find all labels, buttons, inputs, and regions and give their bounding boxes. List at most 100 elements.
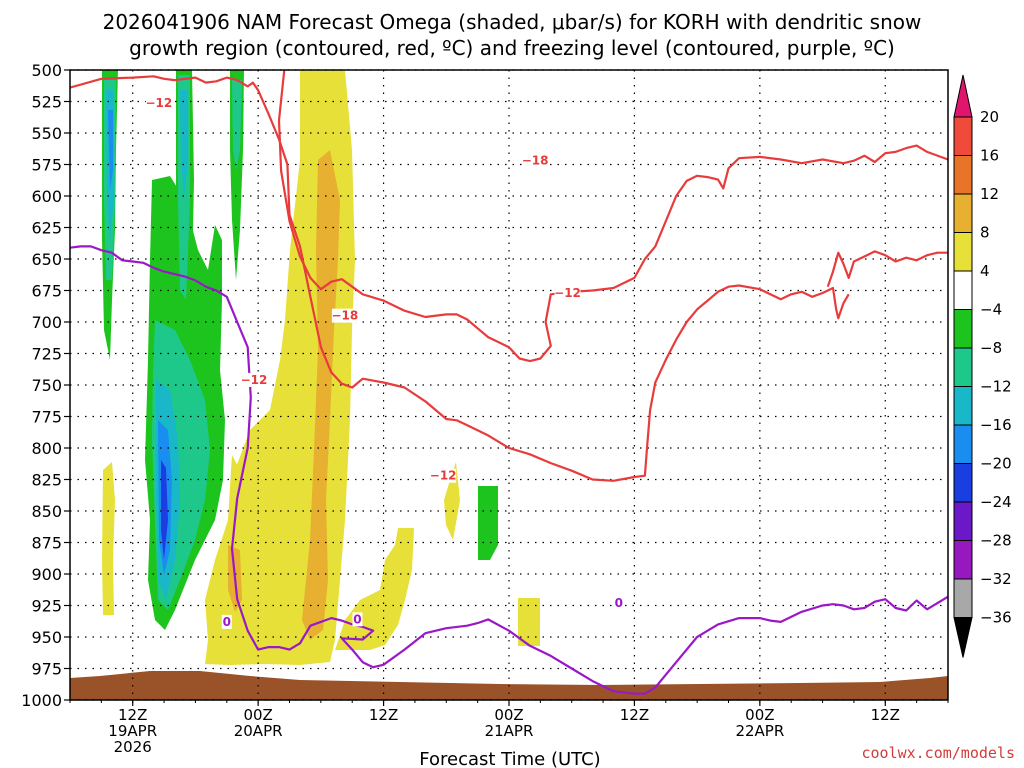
- colorbar-box: [953, 270, 973, 310]
- x-tick-label: 00Z: [494, 706, 523, 724]
- omega-shade-yellow-low: [335, 528, 414, 650]
- contour-label: 0: [615, 596, 623, 610]
- contour-labels: 0 0 0 −12 −12 −12 −12 −18 −18: [145, 95, 624, 629]
- colorbar-label: −28: [980, 532, 1012, 550]
- y-tick-label: 1000: [21, 691, 62, 710]
- contour-line: [826, 250, 948, 288]
- contour-label-bg: [430, 468, 457, 483]
- x-tick-label: 12Z: [871, 706, 900, 724]
- y-tick-label: 850: [31, 502, 62, 521]
- contour-label: −12: [145, 96, 172, 110]
- chart-title-line-2: growth region (contoured, red, ºC) and f…: [129, 36, 895, 60]
- y-axis: 500 525 550 575 600 625 650 675 700 725 750 775 800 8…: [21, 61, 70, 710]
- y-tick-label: 750: [31, 376, 62, 395]
- contour-label: 0: [353, 612, 361, 626]
- y-tick-label: 500: [31, 61, 62, 80]
- contour-label: −12: [241, 373, 268, 387]
- x-tick-label: 12Z: [118, 706, 147, 724]
- x-tick-label: 00Z: [745, 706, 774, 724]
- colorbar-box: [953, 424, 973, 464]
- omega-shading: [70, 70, 948, 700]
- x-axis-title: Forecast Time (UTC): [419, 749, 600, 768]
- y-tick-label: 525: [31, 93, 62, 112]
- y-tick-label: 550: [31, 124, 62, 143]
- omega-shade-yellow-block: [518, 598, 540, 646]
- x-tick-label: 2026: [114, 738, 152, 756]
- x-tick-label: 12Z: [369, 706, 398, 724]
- colorbar-box: [953, 386, 973, 426]
- colorbar-box: [953, 155, 973, 195]
- chart-title-line-1: 2026041906 NAM Forecast Omega (shaded, μ…: [103, 10, 922, 34]
- contour-label: 0: [223, 615, 231, 629]
- colorbar-box: [953, 116, 973, 156]
- colorbar-label: −20: [980, 455, 1012, 473]
- colorbar-label: −8: [980, 339, 1002, 357]
- colorbar-label: −12: [980, 378, 1012, 396]
- colorbar-box: [953, 193, 973, 233]
- omega-shade-cyan-column: [180, 90, 188, 200]
- colorbar-box: [953, 232, 973, 272]
- omega-shade-yellow-left: [102, 462, 115, 615]
- contour-label-bg: [522, 153, 549, 168]
- y-tick-label: 950: [31, 628, 62, 647]
- colorbar-label: −4: [980, 301, 1002, 319]
- credit-text: coolwx.com/models: [861, 744, 1015, 762]
- colorbar-bottom-arrow: [953, 617, 973, 658]
- colorbar-box: [953, 540, 973, 580]
- y-tick-label: 650: [31, 250, 62, 269]
- omega-shade-darkblue-main: [161, 460, 168, 560]
- contour-label: −12: [554, 286, 581, 300]
- x-tick-label: 20APR: [234, 722, 283, 740]
- colorbar: 20 16 12 8 4 −4 −8 −12 −16 −20 −24 −28 −32 −36: [953, 74, 1012, 658]
- colorbar-label: −24: [980, 493, 1012, 511]
- y-tick-label: 725: [31, 345, 62, 364]
- y-tick-label: 700: [31, 313, 62, 332]
- contours: [70, 70, 948, 695]
- contour-line: [70, 75, 850, 482]
- colorbar-label: 8: [980, 224, 990, 242]
- y-tick-label: 775: [31, 408, 62, 427]
- y-tick-label: 875: [31, 534, 62, 553]
- colorbar-box: [953, 501, 973, 541]
- colorbar-label: 16: [980, 147, 999, 165]
- y-tick-label: 975: [31, 660, 62, 679]
- contour-label: −18: [522, 154, 549, 168]
- contour-label-bg: [221, 614, 232, 629]
- contour-label-bg: [554, 286, 581, 301]
- colorbar-label: −16: [980, 416, 1012, 434]
- y-tick-label: 600: [31, 187, 62, 206]
- colorbar-label: 4: [980, 262, 990, 280]
- y-tick-label: 925: [31, 597, 62, 616]
- omega-shade-orange-core: [302, 150, 340, 640]
- x-tick-label: 19APR: [108, 722, 157, 740]
- y-tick-label: 575: [31, 156, 62, 175]
- colorbar-label: 20: [980, 108, 999, 126]
- colorbar-box: [953, 578, 973, 618]
- colorbar-box: [953, 347, 973, 387]
- colorbar-box: [953, 309, 973, 349]
- y-tick-label: 825: [31, 471, 62, 490]
- contour-label: −18: [332, 309, 359, 323]
- omega-shade-blue-left: [108, 110, 113, 190]
- contour-label-bg: [613, 595, 624, 610]
- y-tick-label: 625: [31, 219, 62, 238]
- x-tick-label: 00Z: [243, 706, 272, 724]
- omega-shade-green-small: [478, 486, 498, 560]
- contour-label-bg: [145, 95, 172, 110]
- x-tick-label: 12Z: [620, 706, 649, 724]
- contour-label: −12: [430, 469, 457, 483]
- x-tick-label: 21APR: [485, 722, 534, 740]
- x-tick-label: 22APR: [735, 722, 784, 740]
- y-tick-label: 675: [31, 282, 62, 301]
- contour-line: [277, 70, 948, 363]
- colorbar-top-arrow: [953, 74, 973, 118]
- contour-line: [70, 245, 948, 695]
- omega-shade-teal-thin: [232, 80, 242, 170]
- y-tick-label: 800: [31, 439, 62, 458]
- contour-label-bg: [240, 372, 267, 387]
- colorbar-box: [953, 463, 973, 503]
- y-tick-label: 900: [31, 565, 62, 584]
- colorbar-label: −36: [980, 609, 1012, 627]
